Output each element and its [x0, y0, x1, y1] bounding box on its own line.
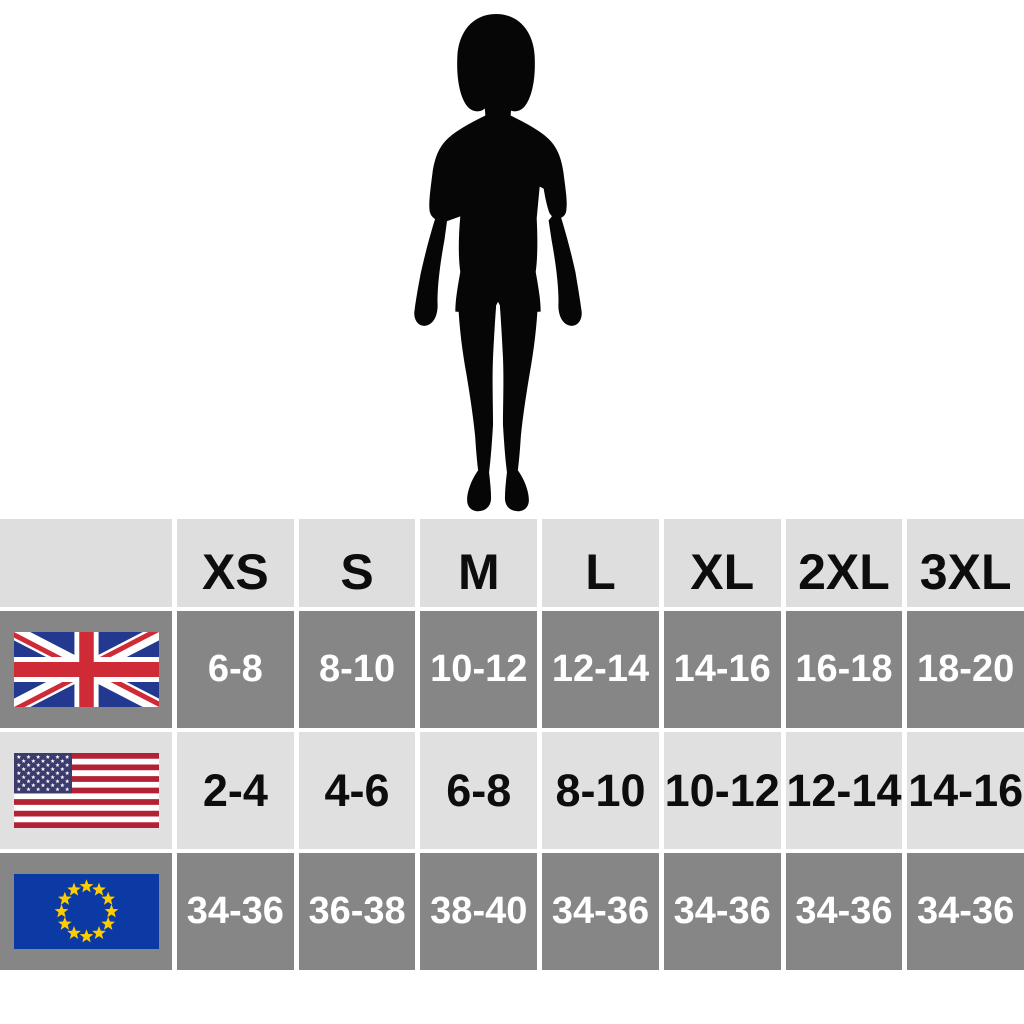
uk-flag-icon [13, 632, 159, 707]
silhouette-right-leg [499, 299, 538, 512]
cell-uk-3xl: 18-20 [907, 611, 1024, 728]
silhouette-left-arm [414, 208, 448, 326]
cell-eu-m: 38-40 [420, 853, 538, 970]
cell-uk-xs: 6-8 [177, 611, 294, 728]
cell-us-xs: 2-4 [177, 732, 294, 849]
size-header-s: S [298, 519, 416, 607]
size-header-3xl: 3XL [907, 519, 1024, 607]
cell-us-xl: 10-12 [663, 732, 781, 849]
us-flag-cell [0, 732, 172, 849]
cell-us-s: 4-6 [298, 732, 416, 849]
cell-uk-l: 12-14 [542, 611, 659, 728]
size-header-xs: XS [177, 519, 294, 607]
cell-eu-3xl: 34-36 [907, 853, 1024, 970]
cell-uk-m: 10-12 [420, 611, 538, 728]
cell-uk-s: 8-10 [298, 611, 416, 728]
silhouette-hair [457, 13, 535, 112]
size-header-l: L [542, 519, 659, 607]
cell-us-2xl: 12-14 [785, 732, 903, 849]
uk-flag-cell [0, 611, 172, 728]
cell-us-l: 8-10 [542, 732, 659, 849]
cell-eu-xs: 34-36 [177, 853, 294, 970]
size-header-2xl: 2XL [785, 519, 903, 607]
woman-silhouette-svg [414, 13, 582, 512]
cell-us-3xl: 14-16 [907, 732, 1024, 849]
eu-flag-cell [0, 853, 172, 970]
silhouette-right-arm [548, 206, 582, 326]
cell-eu-2xl: 34-36 [785, 853, 903, 970]
woman-silhouette [398, 8, 598, 519]
silhouette-torso [429, 115, 567, 314]
size-conversion-table: XS S M L XL 2XL 3XL 6-8 8-10 10-12 12-14… [0, 519, 1024, 970]
silhouette-left-leg [458, 299, 497, 512]
cell-eu-xl: 34-36 [663, 853, 781, 970]
cell-uk-xl: 14-16 [663, 611, 781, 728]
corner-cell [0, 519, 172, 607]
cell-us-m: 6-8 [420, 732, 538, 849]
eu-flag-icon [13, 874, 159, 949]
size-header-m: M [420, 519, 538, 607]
cell-uk-2xl: 16-18 [785, 611, 903, 728]
us-flag-icon [13, 753, 159, 828]
size-header-xl: XL [663, 519, 781, 607]
cell-eu-l: 34-36 [542, 853, 659, 970]
cell-eu-s: 36-38 [298, 853, 416, 970]
